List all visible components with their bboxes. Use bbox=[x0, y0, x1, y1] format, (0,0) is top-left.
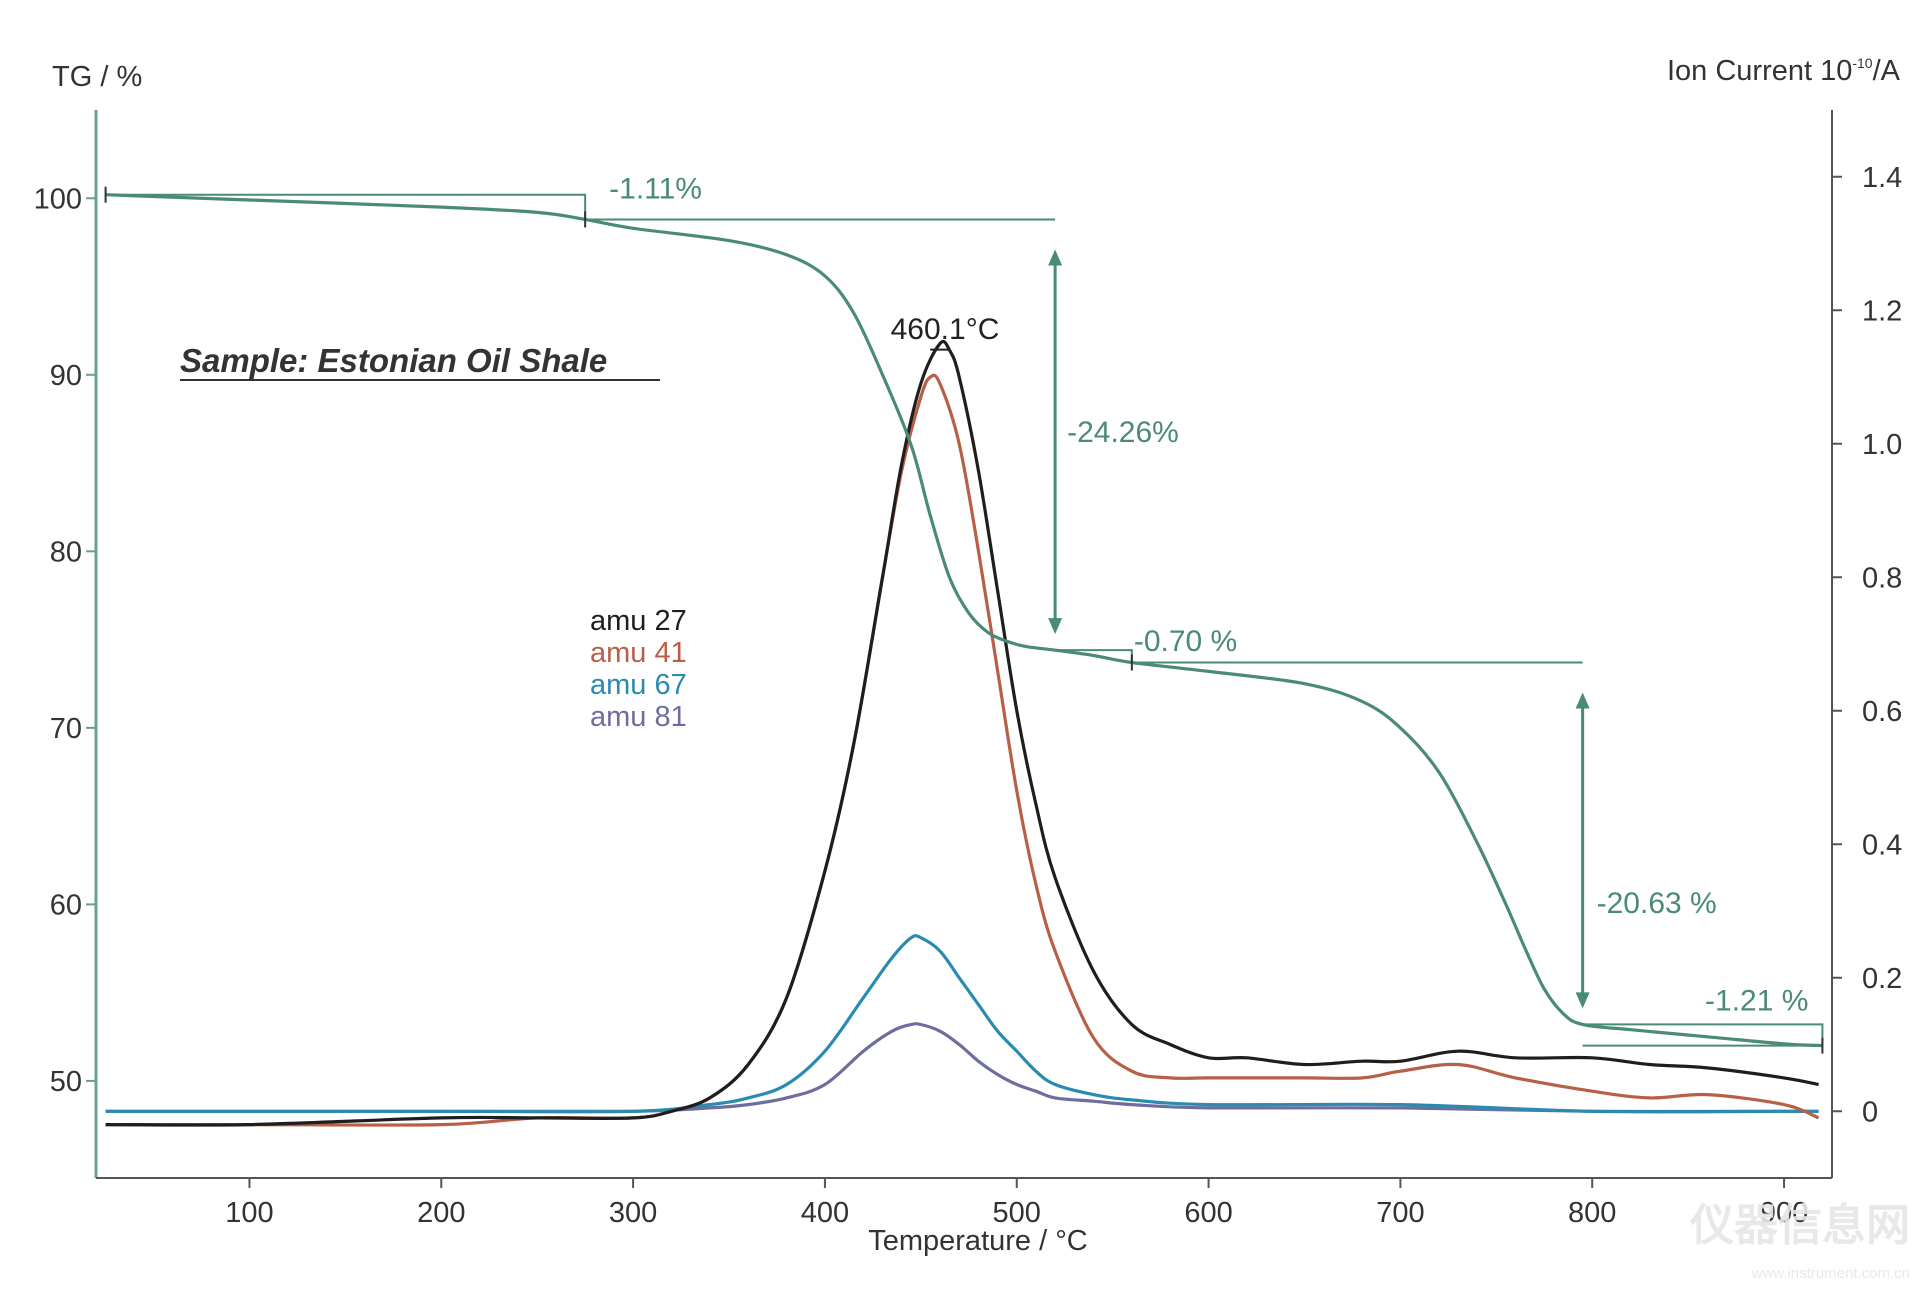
step2-arrow-head-down bbox=[1048, 618, 1063, 635]
watermark-text: 仪器信息网 bbox=[1689, 1201, 1910, 1250]
right-axis-title-unit: /A bbox=[1873, 55, 1901, 87]
sample-title: Sample: Estonian Oil Shale bbox=[180, 342, 607, 379]
ticks: 100 200 300 400 500 600 700 800 900 50 60 70 80 90 100… bbox=[34, 162, 1903, 1229]
y-right-tick-label: 0.2 bbox=[1862, 963, 1902, 995]
y-left-tick-label: 80 bbox=[50, 536, 82, 568]
x-tick-label: 800 bbox=[1568, 1197, 1616, 1229]
step5-label: -1.21 % bbox=[1705, 984, 1808, 1017]
y-right-tick-label: 0.6 bbox=[1862, 696, 1902, 728]
watermark: 仪器信息网 www.instrument.com.cn bbox=[1689, 1201, 1910, 1282]
series-line-amu-27 bbox=[105, 339, 1819, 1127]
x-tick-label: 200 bbox=[417, 1197, 465, 1229]
y-right-tick-label: 1.0 bbox=[1862, 429, 1902, 461]
x-axis-title: Temperature / °C bbox=[868, 1225, 1088, 1257]
right-axis-title-main: Ion Current 10 bbox=[1667, 55, 1852, 87]
y-left-tick-label: 100 bbox=[34, 183, 82, 215]
x-tick-label: 900 bbox=[1760, 1197, 1808, 1229]
step4-arrow-head-up bbox=[1575, 692, 1590, 709]
right-axis-title: Ion Current 10-10/A bbox=[1667, 55, 1901, 87]
step3-label: -0.70 % bbox=[1134, 625, 1237, 658]
y-left-tick-label: 90 bbox=[50, 360, 82, 392]
y-right-tick-label: 1.4 bbox=[1862, 162, 1902, 194]
x-tick-label: 700 bbox=[1376, 1197, 1424, 1229]
right-axis-title-exponent: -10 bbox=[1852, 55, 1872, 71]
watermark-subtext: www.instrument.com.cn bbox=[1751, 1265, 1910, 1282]
legend-item: amu 81 bbox=[590, 701, 687, 733]
y-right-tick-label: 0.4 bbox=[1862, 829, 1902, 861]
step2-arrow-head-up bbox=[1048, 249, 1063, 266]
y-left-tick-label: 60 bbox=[50, 889, 82, 921]
x-tick-label: 400 bbox=[801, 1197, 849, 1229]
legend-item: amu 41 bbox=[590, 637, 687, 669]
step4-arrow-head-down bbox=[1575, 992, 1590, 1009]
step4-label: -20.63 % bbox=[1597, 887, 1717, 920]
legend-item: amu 67 bbox=[590, 669, 687, 701]
step1-label: -1.11% bbox=[609, 173, 702, 206]
y-right-tick-label: 1.2 bbox=[1862, 295, 1902, 327]
series-line-amu-67 bbox=[105, 934, 1819, 1114]
legend-item: amu 27 bbox=[590, 605, 687, 637]
axes bbox=[94, 110, 1833, 1179]
y-right-tick-label: 0 bbox=[1862, 1096, 1878, 1128]
annotations-layer: -1.11% -24.26% -0.70 % -20.63 % -1.21 % bbox=[104, 173, 1824, 1054]
x-tick-label: 500 bbox=[993, 1197, 1041, 1229]
step1-bracket bbox=[105, 193, 587, 220]
step2-label: -24.26% bbox=[1067, 416, 1179, 449]
series-line-amu-81 bbox=[105, 1022, 1819, 1114]
left-axis-title: TG / % bbox=[52, 61, 142, 93]
y-left-tick-label: 50 bbox=[50, 1066, 82, 1098]
peak-label: 460.1°C bbox=[891, 313, 1000, 346]
x-tick-label: 600 bbox=[1184, 1197, 1232, 1229]
y-right-tick-label: 0.8 bbox=[1862, 562, 1902, 594]
x-tick-label: 100 bbox=[225, 1197, 273, 1229]
x-tick-label: 300 bbox=[609, 1197, 657, 1229]
series-layer bbox=[105, 193, 1823, 1127]
series-line-tg bbox=[105, 193, 1823, 1048]
y-left-tick-label: 70 bbox=[50, 713, 82, 745]
